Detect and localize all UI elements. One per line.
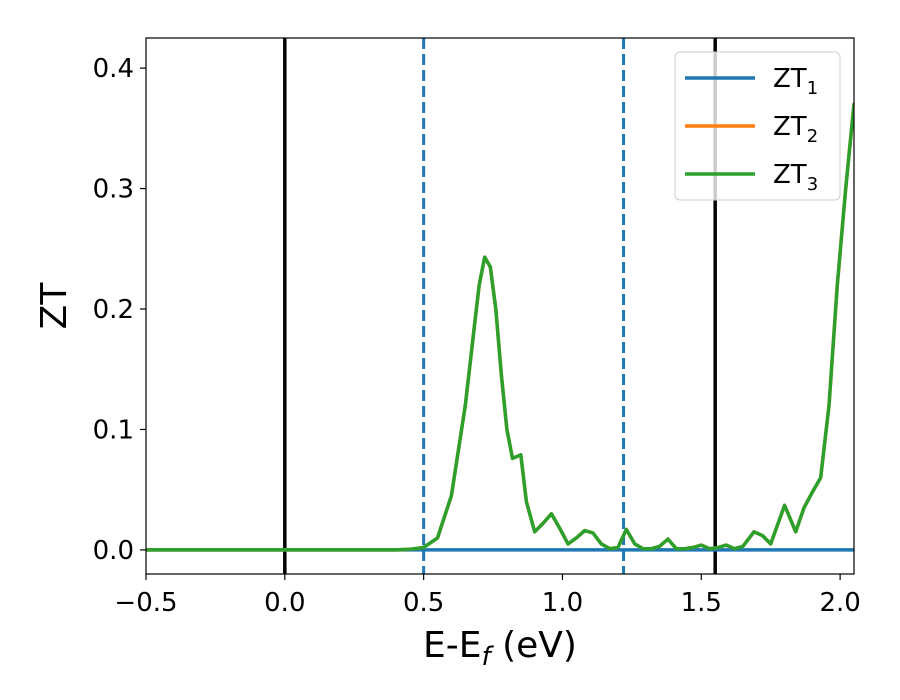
y-tick-label-3: 0.3: [93, 175, 134, 205]
x-tick-label-2: 0.5: [403, 588, 444, 618]
y-tick-label-4: 0.4: [93, 54, 134, 84]
series-line-3: [146, 102, 854, 552]
legend-label-sub-2: 2: [807, 126, 818, 147]
legend-label-3: ZT3: [773, 160, 818, 195]
y-axis-title: ZT: [34, 282, 75, 330]
plot-frame: [145, 37, 855, 575]
series-lines: [146, 102, 854, 552]
y-axis: 0.0 0.1 0.2 0.3 0.4: [93, 54, 146, 566]
legend-label-main-1: ZT: [773, 64, 807, 94]
y-tick-label-2: 0.2: [93, 295, 134, 325]
x-tick-label-1: 0.0: [264, 588, 305, 618]
x-axis: −0.5 0.0 0.5 1.0 1.5 2.0: [114, 574, 861, 618]
legend-box: [674, 51, 841, 201]
legend-label-main-2: ZT: [773, 112, 807, 142]
x-tick-label-3: 1.0: [542, 588, 583, 618]
reference-lines: [283, 38, 717, 574]
legend-label-2: ZT2: [773, 112, 818, 147]
x-tick-label-4: 1.5: [681, 588, 722, 618]
x-axis-title: E-Ef (eV): [423, 625, 577, 672]
x-tick-label-5: 2.0: [819, 588, 860, 618]
legend-label-1: ZT1: [773, 64, 818, 99]
x-axis-title-main: E-E: [423, 625, 481, 666]
legend-label-sub-1: 1: [807, 78, 818, 99]
legend-label-main-3: ZT: [773, 160, 807, 190]
y-tick-label-0: 0.0: [93, 536, 134, 566]
x-tick-label-0: −0.5: [114, 588, 177, 618]
x-axis-title-unit: (eV): [491, 625, 577, 666]
y-tick-label-1: 0.1: [93, 415, 134, 445]
legend-label-sub-3: 3: [807, 174, 818, 195]
